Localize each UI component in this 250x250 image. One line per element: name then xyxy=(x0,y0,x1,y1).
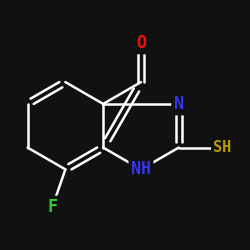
Text: NH: NH xyxy=(131,160,151,178)
Text: SH: SH xyxy=(213,140,232,155)
Text: N: N xyxy=(174,95,184,113)
Text: O: O xyxy=(136,34,146,52)
Text: F: F xyxy=(47,198,57,216)
